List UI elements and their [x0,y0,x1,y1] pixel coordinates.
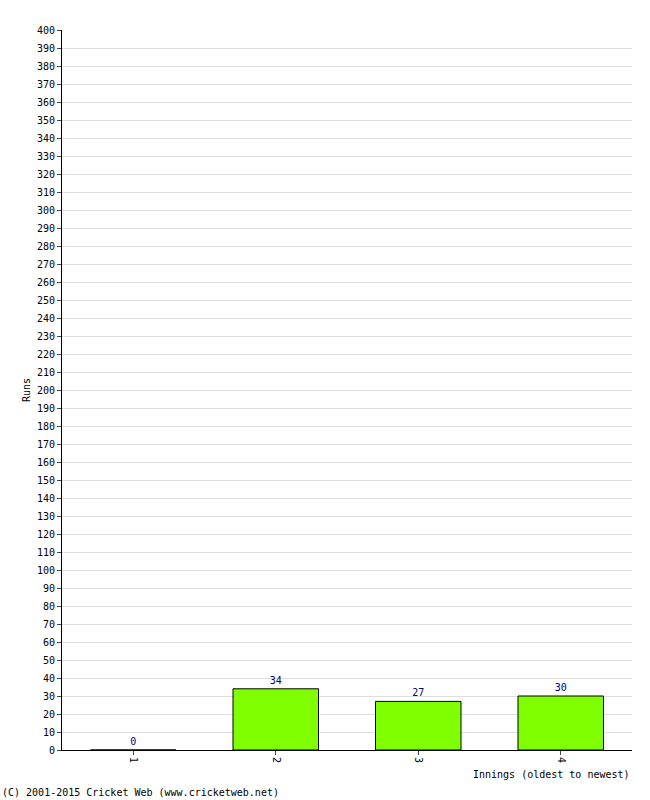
svg-text:50: 50 [43,655,55,666]
svg-text:250: 250 [37,295,55,306]
svg-text:240: 240 [37,313,55,324]
svg-text:230: 230 [37,331,55,342]
svg-text:130: 130 [37,511,55,522]
svg-text:340: 340 [37,133,55,144]
svg-text:360: 360 [37,97,55,108]
svg-text:370: 370 [37,79,55,90]
svg-text:4: 4 [556,757,567,763]
svg-text:220: 220 [37,349,55,360]
svg-text:40: 40 [43,673,55,684]
svg-text:160: 160 [37,457,55,468]
svg-text:60: 60 [43,637,55,648]
svg-text:10: 10 [43,727,55,738]
svg-text:(C) 2001-2015 Cricket Web (www: (C) 2001-2015 Cricket Web (www.cricketwe… [2,787,279,798]
svg-text:330: 330 [37,151,55,162]
svg-text:110: 110 [37,547,55,558]
svg-text:260: 260 [37,277,55,288]
svg-text:310: 310 [37,187,55,198]
svg-text:300: 300 [37,205,55,216]
svg-text:120: 120 [37,529,55,540]
svg-text:190: 190 [37,403,55,414]
svg-text:390: 390 [37,43,55,54]
svg-text:1: 1 [128,757,139,763]
svg-text:350: 350 [37,115,55,126]
svg-text:30: 30 [555,682,567,693]
svg-text:290: 290 [37,223,55,234]
svg-text:270: 270 [37,259,55,270]
svg-text:140: 140 [37,493,55,504]
svg-text:320: 320 [37,169,55,180]
svg-text:30: 30 [43,691,55,702]
svg-text:3: 3 [413,757,424,763]
svg-text:0: 0 [130,736,136,747]
svg-text:80: 80 [43,601,55,612]
svg-text:150: 150 [37,475,55,486]
svg-text:Runs: Runs [21,378,32,402]
svg-text:Innings (oldest to newest): Innings (oldest to newest) [473,769,630,780]
svg-text:27: 27 [412,687,424,698]
svg-text:20: 20 [43,709,55,720]
svg-text:180: 180 [37,421,55,432]
svg-text:380: 380 [37,61,55,72]
svg-text:90: 90 [43,583,55,594]
svg-text:34: 34 [270,675,282,686]
svg-text:170: 170 [37,439,55,450]
svg-text:200: 200 [37,385,55,396]
svg-text:210: 210 [37,367,55,378]
svg-text:400: 400 [37,25,55,36]
svg-text:70: 70 [43,619,55,630]
svg-text:0: 0 [49,745,55,756]
svg-text:100: 100 [37,565,55,576]
svg-text:2: 2 [271,757,282,763]
svg-text:280: 280 [37,241,55,252]
